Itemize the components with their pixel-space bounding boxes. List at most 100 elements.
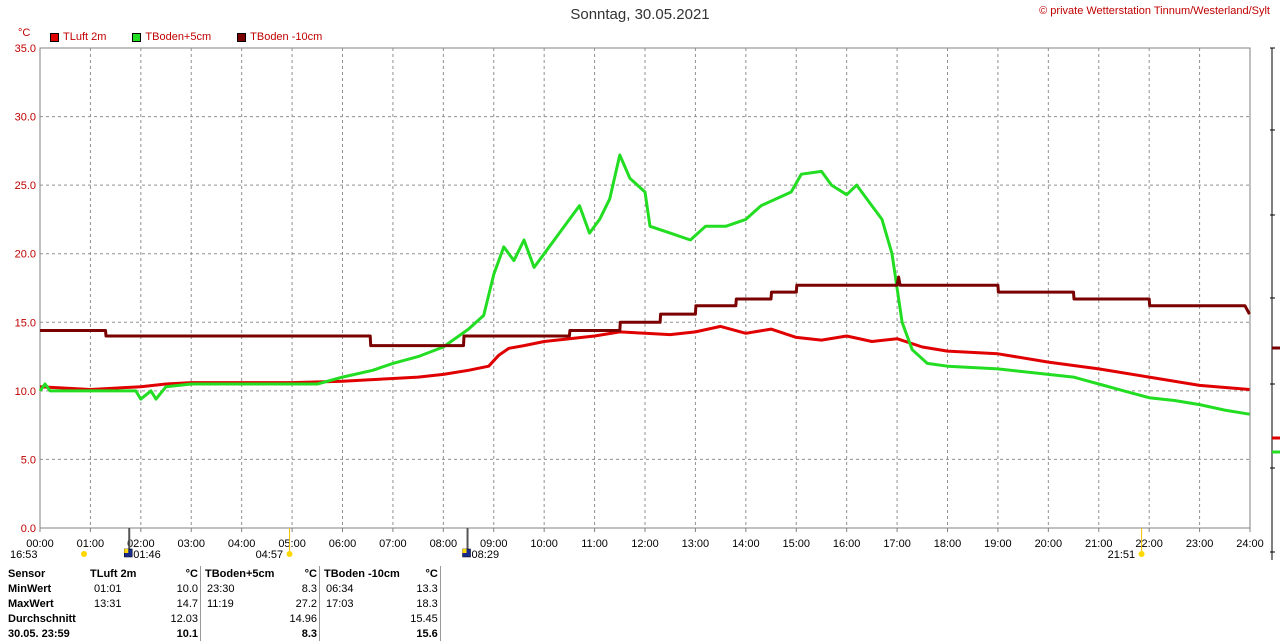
x-tick-label: 18:00 <box>934 538 962 550</box>
stats-cell: 01:01 <box>94 582 122 595</box>
x-tick-label: 05:00 <box>278 538 306 550</box>
legend-label-tboden5: TBoden+5cm <box>145 31 212 43</box>
stats-row-min: MinWert 01:01 10.0 23:30 8.3 06:34 13.3 <box>6 581 447 596</box>
x-tick-label: 17:00 <box>883 538 911 550</box>
stats-cell: 27.2 <box>295 597 317 610</box>
right-axis-indicators <box>1270 47 1280 560</box>
y-tick-label: 20.0 <box>15 249 36 261</box>
marker-label: 21:51 <box>1108 549 1136 561</box>
stats-cell <box>200 626 281 641</box>
stats-cell: 10.0 <box>176 582 198 595</box>
stats-cell: 30.05. 23:59 <box>8 627 70 640</box>
x-tick-label: 02:00 <box>127 538 155 550</box>
x-tick-label: 11:00 <box>581 538 608 550</box>
x-tick-label: 12:00 <box>631 538 659 550</box>
x-tick-label: 08:00 <box>430 538 458 550</box>
y-tick-label: 35.0 <box>15 43 36 55</box>
stats-cell: 10.1 <box>176 627 198 640</box>
legend-label-tboden10: TBoden -10cm <box>250 31 323 43</box>
stats-column-separator <box>439 611 447 626</box>
x-tick-label: 20:00 <box>1035 538 1063 550</box>
x-axis-ticks: 00:00 01:00 02:00 03:00 04:00 05:00 06:00 07:00… <box>26 528 1264 550</box>
stats-row-average: Durchschnitt 12.03 14.96 15.45 <box>6 611 447 626</box>
marker-label: 04:57 <box>256 549 284 561</box>
stats-column-separator <box>439 596 447 611</box>
stats-cell: 12.03 <box>170 612 198 625</box>
stats-cell: 13:31 <box>94 597 122 610</box>
legend-item-tboden10: TBoden -10cm <box>237 31 322 43</box>
stats-column-separator <box>439 566 447 581</box>
x-tick-label: 06:00 <box>329 538 357 550</box>
x-tick-label: 16:00 <box>833 538 861 550</box>
stats-header-tboden5: TBoden+5cm <box>200 566 281 581</box>
legend-label-tluft: TLuft 2m <box>63 31 107 43</box>
x-tick-label: 07:00 <box>379 538 407 550</box>
stats-row-current: 30.05. 23:59 10.1 8.3 15.6 <box>6 626 447 641</box>
stats-header-row: Sensor TLuft 2m °C TBoden+5cm °C TBoden … <box>6 566 447 581</box>
stats-cell <box>88 611 162 626</box>
stats-header-tboden10: TBoden -10cm <box>318 566 402 581</box>
x-tick-label: 13:00 <box>682 538 710 550</box>
x-tick-label: 22:00 <box>1135 538 1163 550</box>
stats-cell <box>318 611 402 626</box>
sun-icon <box>1138 551 1145 557</box>
stats-cell: 18.3 <box>416 597 438 610</box>
y-tick-label: 5.0 <box>21 454 36 466</box>
stats-cell: 11:19 <box>200 596 281 611</box>
time-markers: 16:53 01:46 04:57 08:29 21:51 <box>10 528 1145 561</box>
legend-swatch-tboden10 <box>237 32 247 42</box>
x-tick-label: 21:00 <box>1085 538 1113 550</box>
stats-column-separator <box>439 626 447 641</box>
y-tick-label: 15.0 <box>15 317 36 329</box>
x-tick-label: 19:00 <box>984 538 1012 550</box>
x-tick-label: 00:00 <box>26 538 54 550</box>
stats-cell: 23:30 <box>200 581 281 596</box>
sun-icon <box>286 551 293 557</box>
chart-grid <box>39 47 1251 529</box>
x-tick-label: 04:00 <box>228 538 256 550</box>
moon-icon-highlight <box>462 549 467 553</box>
stats-cell: 8.3 <box>301 582 317 595</box>
stats-cell <box>88 626 162 641</box>
stats-cell: 14.7 <box>176 597 198 610</box>
x-tick-label: 10:00 <box>530 538 558 550</box>
stats-cell: 8.3 <box>301 627 317 640</box>
x-tick-label: 23:00 <box>1186 538 1214 550</box>
stats-cell <box>200 611 281 626</box>
marker-label: 16:53 <box>10 549 38 561</box>
stats-cell: 15.45 <box>410 612 438 625</box>
stats-header-sensor: Sensor <box>8 567 46 580</box>
stats-cell <box>318 626 402 641</box>
marker-label: 08:29 <box>472 549 500 561</box>
stats-cell: 14.96 <box>289 612 317 625</box>
stats-header-unit: °C <box>185 567 198 580</box>
copyright-note: © private Wetterstation Tinnum/Westerlan… <box>1039 5 1270 17</box>
x-tick-label: 14:00 <box>732 538 760 550</box>
stats-header-unit: °C <box>425 567 438 580</box>
stats-cell: MinWert <box>8 582 52 595</box>
x-tick-label: 03:00 <box>177 538 205 550</box>
stats-cell: 15.6 <box>416 627 438 640</box>
stats-cell: Durchschnitt <box>8 612 76 625</box>
stats-cell: MaxWert <box>8 597 54 610</box>
stats-table: Sensor TLuft 2m °C TBoden+5cm °C TBoden … <box>6 566 447 641</box>
tboden-10cm-line <box>40 275 1251 348</box>
y-tick-label: 0.0 <box>21 523 36 535</box>
chart-title: Sonntag, 30.05.2021 <box>570 6 710 23</box>
y-tick-label: 25.0 <box>15 180 36 192</box>
chart-series <box>38 153 1251 416</box>
legend-item-tluft: TLuft 2m <box>50 31 106 43</box>
marker-label: 01:46 <box>133 549 161 561</box>
y-tick-label: 30.0 <box>15 112 36 124</box>
x-tick-label: 24:00 <box>1236 538 1264 550</box>
moon-icon-highlight <box>124 549 129 553</box>
tboden-5cm-line <box>38 153 1250 416</box>
sun-icon <box>81 551 87 557</box>
legend-swatch-tboden5 <box>132 32 142 42</box>
chart-legend: TLuft 2m TBoden+5cm TBoden -10cm <box>50 31 348 43</box>
legend-swatch-tluft <box>50 32 59 42</box>
y-tick-label: 10.0 <box>15 386 36 398</box>
stats-column-separator <box>439 581 447 596</box>
x-tick-label: 09:00 <box>480 538 508 550</box>
